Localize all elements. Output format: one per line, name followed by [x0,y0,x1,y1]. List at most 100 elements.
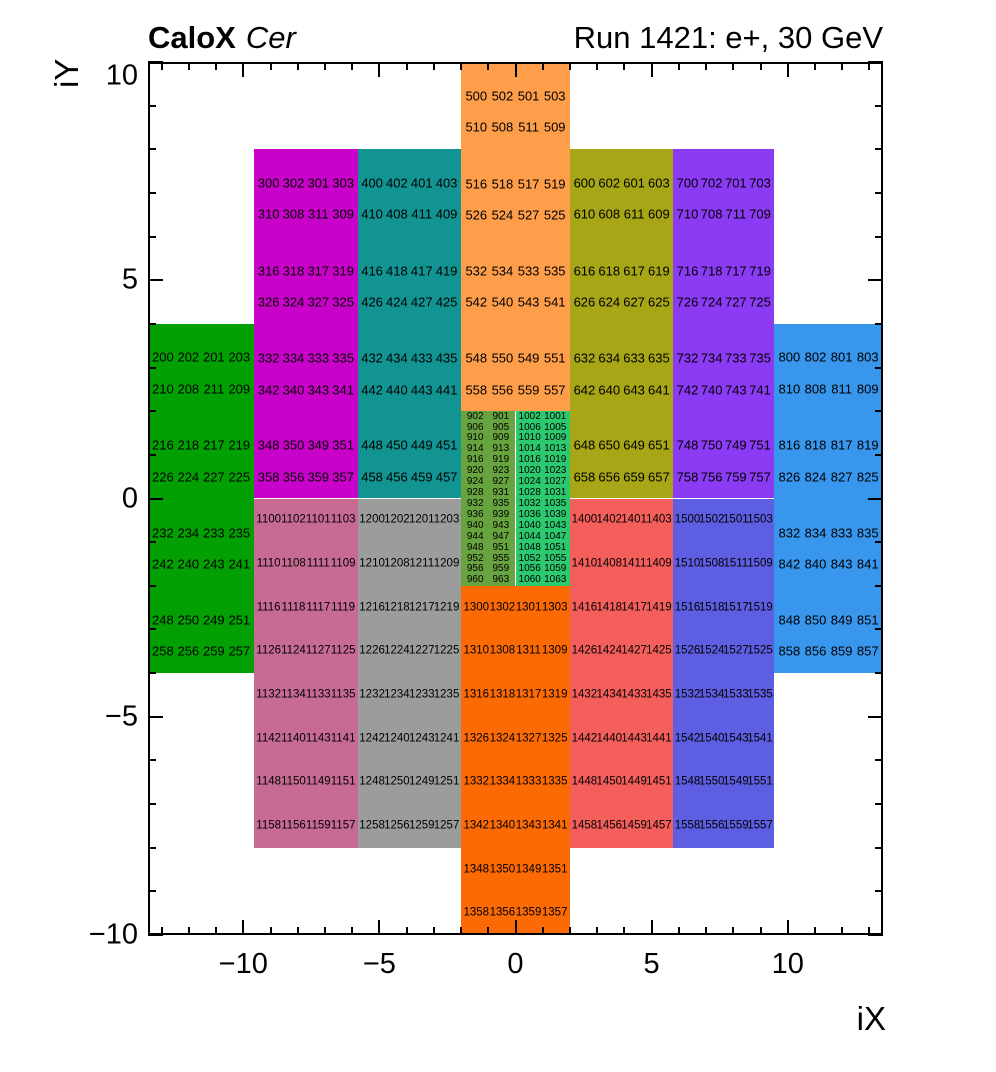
x-axis-title: iX [856,1000,886,1037]
tick-mark [148,366,156,369]
channel-cell: 235 [228,525,251,541]
channel-cell: 963 [492,574,510,586]
channel-cell: 710 [676,206,699,222]
channel-cell: 1116 [256,600,281,613]
channel-cell: 1408 [596,557,623,570]
channel-cell: 319 [332,263,354,279]
channel-cell: 1035 [544,497,567,509]
channel-cell: 317 [307,263,330,279]
channel-cell: 532 [465,263,488,279]
tick-mark [623,62,626,70]
tick-mark [215,62,218,70]
channel-cell: 1048 [518,541,541,553]
tick-mark [868,61,883,63]
channel-cell: 1458 [571,819,598,832]
tick-mark [841,62,844,70]
channel-cell: 210 [152,381,174,397]
channel-cell: 1043 [544,519,567,531]
tick-mark [868,497,883,500]
channel-cell: 357 [332,469,354,485]
channel-cell: 625 [648,294,670,310]
channel-cell: 803 [856,349,879,365]
tick-mark [160,62,163,70]
tick-mark [148,191,156,194]
tick-mark [732,927,735,935]
tick-mark [868,934,883,936]
channel-cell: 1416 [571,600,598,613]
channel-cell: 301 [307,175,330,191]
channel-cell: 1308 [489,644,516,657]
channel-cell: 1425 [646,644,672,657]
channel-cell: 931 [492,487,510,499]
channel-cell: 1101 [305,513,331,526]
channel-cell: 609 [648,206,670,222]
channel-cell: 1509 [747,557,773,570]
channel-cell: 1210 [359,557,385,570]
channel-cell: 834 [804,525,827,541]
channel-cell: 402 [386,175,408,191]
tick-mark [875,628,883,631]
channel-cell: 1303 [541,600,568,613]
channel-cell: 1459 [621,819,647,832]
channel-cell: 434 [386,350,408,366]
channel-cell: 734 [700,350,723,366]
channel-cell: 340 [282,382,305,398]
channel-cell: 1351 [541,862,568,875]
channel-cell: 741 [749,382,771,398]
channel-cell: 543 [517,294,540,310]
channel-cell: 427 [410,294,433,310]
channel-cell: 1134 [281,688,306,701]
channel-cell: 201 [202,349,225,365]
channel-cell: 248 [152,612,174,628]
channel-cell: 825 [856,469,879,485]
channel-cell: 751 [749,437,771,453]
channel-cell: 241 [228,556,251,572]
channel-cell: 749 [724,437,747,453]
ch900-block [461,411,516,586]
channel-cell: 300 [257,175,280,191]
channel-cell: 827 [830,469,853,485]
tick-mark [875,191,883,194]
channel-cell: 227 [202,469,225,485]
channel-cell: 1319 [541,688,568,701]
tick-mark [148,541,156,544]
channel-cell: 1340 [489,819,516,832]
tick-mark [269,927,272,935]
channel-cell: 1350 [489,862,516,875]
channel-cell: 508 [491,119,514,135]
channel-cell: 1501 [723,513,749,526]
channel-cell: 1310 [463,644,490,657]
channel-cell: 1055 [544,552,567,564]
channel-cell: 956 [466,563,484,575]
channel-cell: 1059 [544,563,567,575]
channel-cell: 809 [856,381,879,397]
channel-cell: 732 [676,350,699,366]
channel-cell: 359 [307,469,330,485]
channel-cell: 701 [724,175,747,191]
channel-cell: 1208 [384,557,410,570]
tick-mark [148,148,156,151]
channel-cell: 1047 [544,530,567,542]
tick-mark [786,920,789,935]
channel-cell: 1150 [281,775,306,788]
channel-cell: 657 [648,469,670,485]
channel-cell: 1334 [489,775,516,788]
channel-cell: 400 [361,175,383,191]
channel-cell: 1316 [463,688,490,701]
channel-cell: 209 [228,381,251,397]
channel-cell: 1327 [515,731,542,744]
channel-cell: 516 [465,176,488,192]
channel-cell: 1006 [518,421,541,433]
channel-cell: 500 [465,88,488,104]
tick-mark [875,148,883,151]
channel-cell: 551 [543,350,566,366]
channel-cell: 658 [573,469,596,485]
channel-cell: 1234 [384,688,410,701]
channel-cell: 1024 [518,476,541,488]
tick-mark [596,927,599,935]
channel-cell: 432 [361,350,383,366]
tick-mark [650,62,653,77]
tick-mark [148,410,156,413]
channel-cell: 1559 [723,819,749,832]
channel-cell: 1300 [463,600,490,613]
